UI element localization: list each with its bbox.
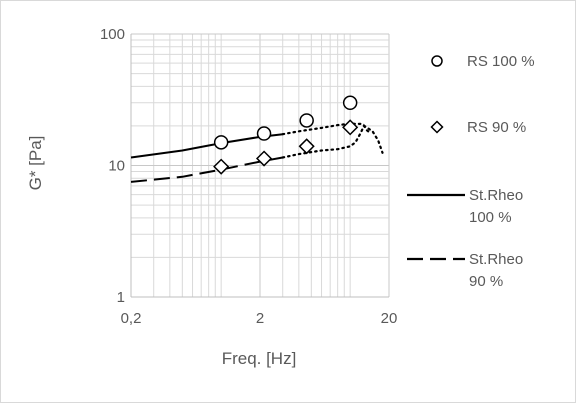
legend-circle-marker [431, 55, 443, 67]
y-axis-title: G* [Pa] [26, 136, 45, 191]
legend-label: RS 90 % [467, 119, 526, 136]
data-point-circle [213, 135, 229, 150]
data-point-diamond [255, 150, 273, 167]
y-tick-label: 10 [108, 158, 125, 175]
legend-label: St.Rheo [469, 251, 523, 268]
gridlines [130, 33, 390, 298]
legend: RS 100 % RS 90 % St.Rheo 100 % St.Rheo 90 % [407, 53, 535, 290]
legend-label: St.Rheo [469, 187, 523, 204]
data-point-diamond [213, 158, 230, 175]
x-tick-label: 2 [256, 310, 264, 327]
x-tick-label: 0,2 [121, 310, 142, 327]
plot-series [130, 95, 384, 183]
series-line-dotted-4 [281, 122, 384, 154]
data-point-diamond [342, 119, 359, 136]
data-point-circle [299, 113, 314, 128]
data-point-diamond [298, 138, 315, 155]
legend-label: 100 % [469, 209, 512, 226]
x-tick-label: 20 [381, 310, 398, 327]
legend-label: 90 % [469, 273, 503, 290]
x-axis-title: Freq. [Hz] [222, 349, 297, 368]
data-point-circle [256, 126, 272, 141]
axes: 0,2 2 20 1 10 100 [100, 26, 397, 327]
y-tick-label: 1 [117, 289, 125, 306]
legend-label: RS 100 % [467, 53, 535, 70]
legend-diamond-marker [430, 120, 444, 134]
series-line-dotted-5 [281, 123, 373, 159]
data-point-circle [342, 95, 358, 111]
y-tick-label: 100 [100, 26, 125, 43]
